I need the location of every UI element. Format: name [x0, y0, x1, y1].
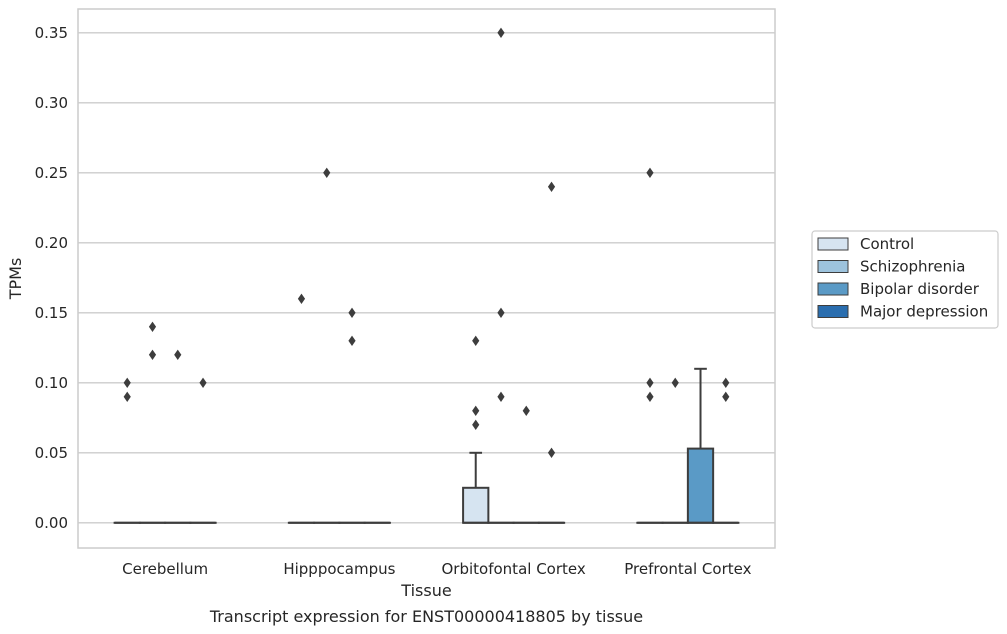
outlier-point: [497, 307, 505, 318]
legend-label: Bipolar disorder: [860, 280, 980, 298]
box-group: [537, 181, 566, 524]
x-tick-label: Hipppocampus: [283, 560, 395, 578]
boxes: [113, 27, 740, 524]
legend: Control Schizophrenia Bipolar disorder Majo…: [811, 230, 999, 329]
box-group: [512, 405, 540, 524]
box: [462, 486, 490, 524]
y-tick-label: 0.35: [35, 24, 68, 42]
legend-frame: [811, 230, 999, 329]
box-group: [636, 167, 664, 524]
x-tick-label: Prefrontal Cortex: [624, 560, 751, 578]
outlier-point: [547, 447, 556, 458]
outlier-point: [123, 377, 131, 388]
y-tick-label: 0.20: [35, 234, 68, 252]
legend-label: Schizophrenia: [860, 258, 965, 276]
outlier-point: [323, 167, 331, 178]
outlier-point: [123, 391, 131, 402]
outlier-point: [547, 181, 556, 192]
box-group: [487, 27, 515, 524]
outlier-point: [646, 167, 654, 178]
y-tick-label: 0.15: [35, 304, 68, 322]
box-group: [113, 377, 141, 524]
outlier-point: [472, 405, 480, 416]
y-tick-label: 0.05: [35, 444, 68, 462]
y-tick-label: 0.30: [35, 94, 68, 112]
x-tick-label: Orbitofontal Cortex: [442, 560, 586, 578]
box-group: [189, 377, 217, 524]
outlier-point: [722, 377, 730, 388]
box-group: [338, 307, 366, 524]
outlier-point: [646, 391, 654, 402]
outlier-point: [497, 391, 505, 402]
outlier-point: [671, 377, 679, 388]
legend-swatch: [817, 305, 849, 318]
outlier-point: [472, 419, 480, 430]
x-axis-title: Tissue: [400, 581, 451, 600]
legend-swatch: [817, 282, 849, 296]
legend-label: Major depression: [860, 303, 988, 321]
outlier-point: [646, 377, 654, 388]
x-tick-label: Cerebellum: [122, 560, 208, 578]
legend-swatch: [817, 260, 849, 273]
y-tick-label: 0.10: [35, 374, 68, 392]
plot-frame: [77, 8, 776, 549]
outlier-point: [522, 405, 530, 416]
y-tick-labels: 0.00 0.05 0.10 0.15 0.20 0.25 0.30 0.35: [35, 24, 68, 532]
outlier-point: [148, 321, 157, 332]
y-axis-title: TPMs: [6, 258, 25, 301]
box-group: [712, 377, 740, 524]
y-tick-label: 0.00: [35, 514, 68, 532]
outlier-point: [297, 293, 306, 304]
outlier-point: [199, 377, 207, 388]
outlier-point: [348, 335, 356, 346]
outlier-point: [174, 349, 182, 360]
outlier-point: [348, 307, 356, 318]
y-tick-label: 0.25: [35, 164, 68, 182]
x-tick-labels: Cerebellum Hipppocampus Orbitofontal Corte…: [122, 560, 751, 578]
box-group: [686, 367, 715, 524]
chart-caption: Transcript expression for ENST0000041880…: [209, 607, 643, 626]
box-group: [462, 335, 490, 524]
outlier-point: [722, 391, 730, 402]
outlier-point: [148, 349, 157, 360]
legend-label: Control: [860, 235, 914, 253]
legend-swatch: [817, 237, 849, 251]
outlier-point: [497, 27, 505, 38]
outlier-point: [472, 335, 480, 346]
box: [686, 447, 715, 524]
